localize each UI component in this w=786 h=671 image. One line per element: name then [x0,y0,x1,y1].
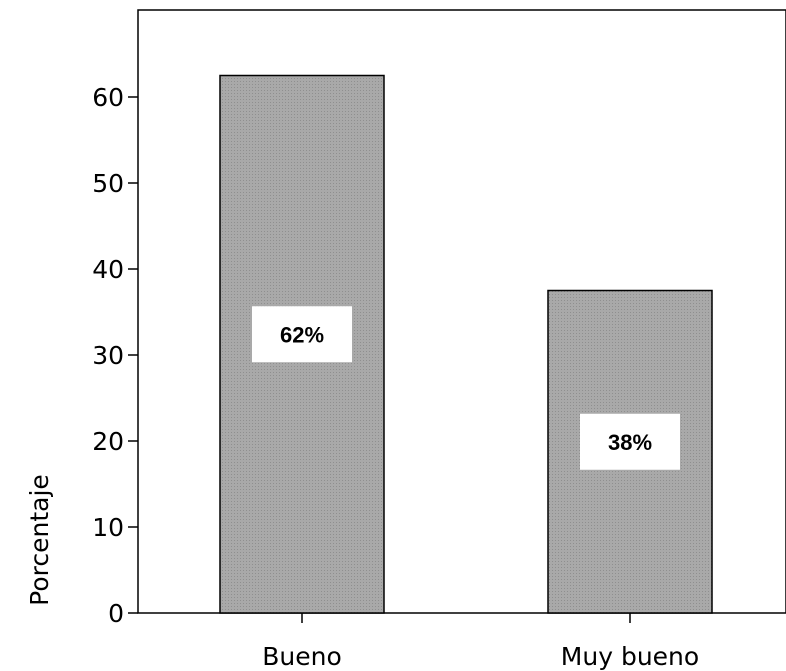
data-label-box [252,306,352,363]
bars: 62% 38% [219,74,713,614]
x-category-label: Muy bueno [561,642,699,671]
data-label: 38% [608,430,652,455]
y-tick-label: 10 [92,513,124,542]
y-axis: 0 10 20 30 40 50 60 [92,83,138,628]
y-tick-label: 0 [108,599,124,628]
x-category-label: Bueno [262,642,342,671]
y-tick-label: 50 [92,169,124,198]
y-tick-label: 60 [92,83,124,112]
x-axis: Bueno Muy bueno [262,613,699,671]
plot-frame [137,9,786,614]
y-tick-label: 30 [92,341,124,370]
y-axis-title: Porcentaje [25,474,54,606]
data-label: 62% [280,322,324,347]
y-tick-label: 20 [92,427,124,456]
data-label-box [580,413,680,470]
y-tick-label: 40 [92,255,124,284]
